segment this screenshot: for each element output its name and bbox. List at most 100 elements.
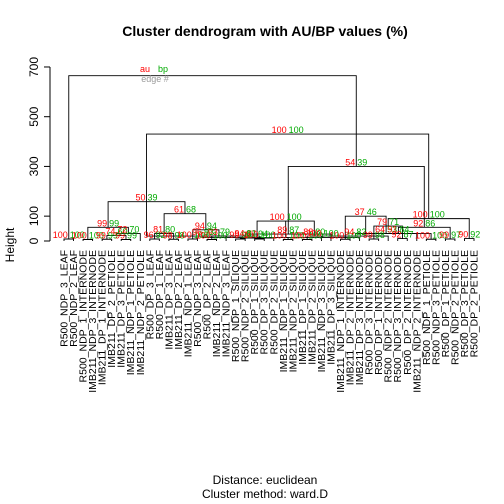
- leaf-label: R500_DP_2_SILIQUE: [268, 250, 280, 354]
- leaf-label: IMB211_NDP_3_SILIQUE: [316, 250, 328, 372]
- bp-value: 100: [430, 210, 445, 220]
- y-axis: 0 100 300 500 700: [27, 57, 51, 244]
- au-value: 81: [153, 225, 163, 235]
- merge-link: [285, 221, 361, 241]
- merge-link: [101, 238, 113, 241]
- bp-value: 98: [175, 230, 185, 240]
- bp-value: 97: [451, 230, 461, 240]
- bp-value: 100: [308, 231, 323, 241]
- leaf-label: R500_DP_2_INTERNODE: [402, 250, 414, 375]
- au-value: 79: [377, 217, 387, 227]
- au-value: 100: [272, 231, 287, 241]
- leaf-label: R500_DP_3_PETIOLE: [459, 250, 471, 357]
- bp-value: 99: [109, 218, 119, 228]
- au-value: 100: [307, 229, 322, 239]
- bp-value: 100: [432, 230, 447, 240]
- au-value: 100: [270, 212, 285, 222]
- merge-link: [239, 237, 275, 241]
- au-value: 72: [117, 225, 127, 235]
- leaf-label: IMB211_NDP_1_LEAF: [182, 250, 194, 357]
- merge-link: [340, 238, 351, 241]
- y-tick-label: 100: [27, 206, 41, 226]
- au-value: 88: [303, 227, 313, 237]
- distance-caption: Distance: euclidean: [213, 473, 318, 487]
- bp-value: 80: [165, 225, 175, 235]
- au-value: 61: [174, 205, 184, 215]
- au-value: 97: [246, 229, 256, 239]
- y-tick-label: 300: [27, 156, 41, 176]
- au-value: 50: [136, 193, 146, 203]
- au-value: 100: [415, 230, 430, 240]
- merge-link: [168, 238, 179, 241]
- au-value: 100: [196, 231, 211, 241]
- bp-value: 71: [389, 217, 399, 227]
- au-value: 96: [192, 227, 202, 237]
- au-value: 90: [458, 230, 468, 240]
- method-caption: Cluster method: ward.D: [202, 487, 328, 501]
- au-value: 99: [439, 230, 449, 240]
- au-value: 94: [235, 229, 245, 239]
- leaf-label: R500_NDP_2_INTERNODE: [383, 250, 395, 382]
- leaf-label: R500_DP_3_SILIQUE: [259, 250, 271, 354]
- leaf-label: IMB211_NDP_3_LEAF: [221, 250, 233, 357]
- chart-title: Cluster dendrogram with AU/BP values (%): [122, 23, 408, 39]
- merge-link: [146, 133, 430, 219]
- leaf-label: IMB211_NDP_1_INTERNODE: [335, 250, 347, 393]
- au-value: 99: [97, 218, 107, 228]
- merge-link: [202, 236, 289, 240]
- leaf-label: R500_NDP_2_SILIQUE: [240, 250, 252, 362]
- leaf-label: R500_NDP_1_INTERNODE: [78, 250, 90, 382]
- au-value: 94: [344, 227, 354, 237]
- leaf-label: R500_NDP_2_LEAF: [68, 250, 80, 347]
- bp-value: 81: [247, 229, 257, 239]
- leaf-label: IMB211_DP_2_INTERNODE: [345, 250, 357, 385]
- leaf-label: R500_DP_2_LEAF: [202, 250, 214, 339]
- bp-value: 100: [289, 125, 304, 135]
- leaf-label: IMB211_NDP_1_SILIQUE: [278, 250, 290, 372]
- bp-value: 86: [425, 218, 435, 228]
- bp-value: 100: [70, 230, 85, 240]
- bp-value: 82: [356, 227, 366, 237]
- dendrogram-tree: [63, 75, 475, 241]
- merge-link: [68, 75, 357, 240]
- au-value: 100: [53, 230, 68, 240]
- leaf-label: IMB211_DP_3_SILIQUE: [325, 250, 337, 365]
- bp-value: 53: [387, 225, 397, 235]
- au-value: 99: [96, 230, 106, 240]
- bp-value: 87: [289, 225, 299, 235]
- leaf-label: R500_NDP_1_PETIOLE: [421, 250, 433, 365]
- au-value: 74: [105, 227, 115, 237]
- au-value: 100: [272, 125, 287, 135]
- bp-value: 100: [260, 230, 275, 240]
- bp-value: 100: [346, 230, 361, 240]
- leaf-label: R500_NDP_3_PETIOLE: [430, 250, 442, 365]
- bp-value: 70: [129, 225, 139, 235]
- bp-value: 99: [127, 231, 137, 241]
- leaf-label: IMB211_DP_2_PETIOLE: [106, 250, 118, 368]
- leaf-label: R500_DP_1_INTERNODE: [373, 250, 385, 375]
- merge-link: [425, 238, 437, 241]
- bp-value: 79: [220, 227, 230, 237]
- bp-value: 100: [287, 212, 302, 222]
- bp-value: 94: [258, 229, 268, 239]
- bp-value: 100: [194, 230, 209, 240]
- merge-link: [106, 235, 127, 240]
- bp-value: 100: [89, 231, 104, 241]
- leaf-label: IMB211_DP_1_SILIQUE: [297, 250, 309, 365]
- au-value: 100: [291, 231, 306, 241]
- au-value: 93: [208, 227, 218, 237]
- au-value: 100: [72, 231, 87, 241]
- legend-au: au: [140, 64, 150, 74]
- bp-value: 98: [375, 230, 385, 240]
- leaf-label: R500_DP_1_PETIOLE: [440, 250, 452, 357]
- au-value: 100: [243, 230, 258, 240]
- bp-value: 39: [148, 193, 158, 203]
- bp-value: 46: [367, 207, 377, 217]
- au-value: 98: [163, 230, 173, 240]
- leaf-label: IMB211_NDP_2_SILIQUE: [287, 250, 299, 372]
- leaf-label: IMB211_NDP_2_PETIOLE: [135, 250, 147, 375]
- au-value: 100: [413, 210, 428, 220]
- leaf-label: IMB211_NDP_2_LEAF: [211, 250, 223, 357]
